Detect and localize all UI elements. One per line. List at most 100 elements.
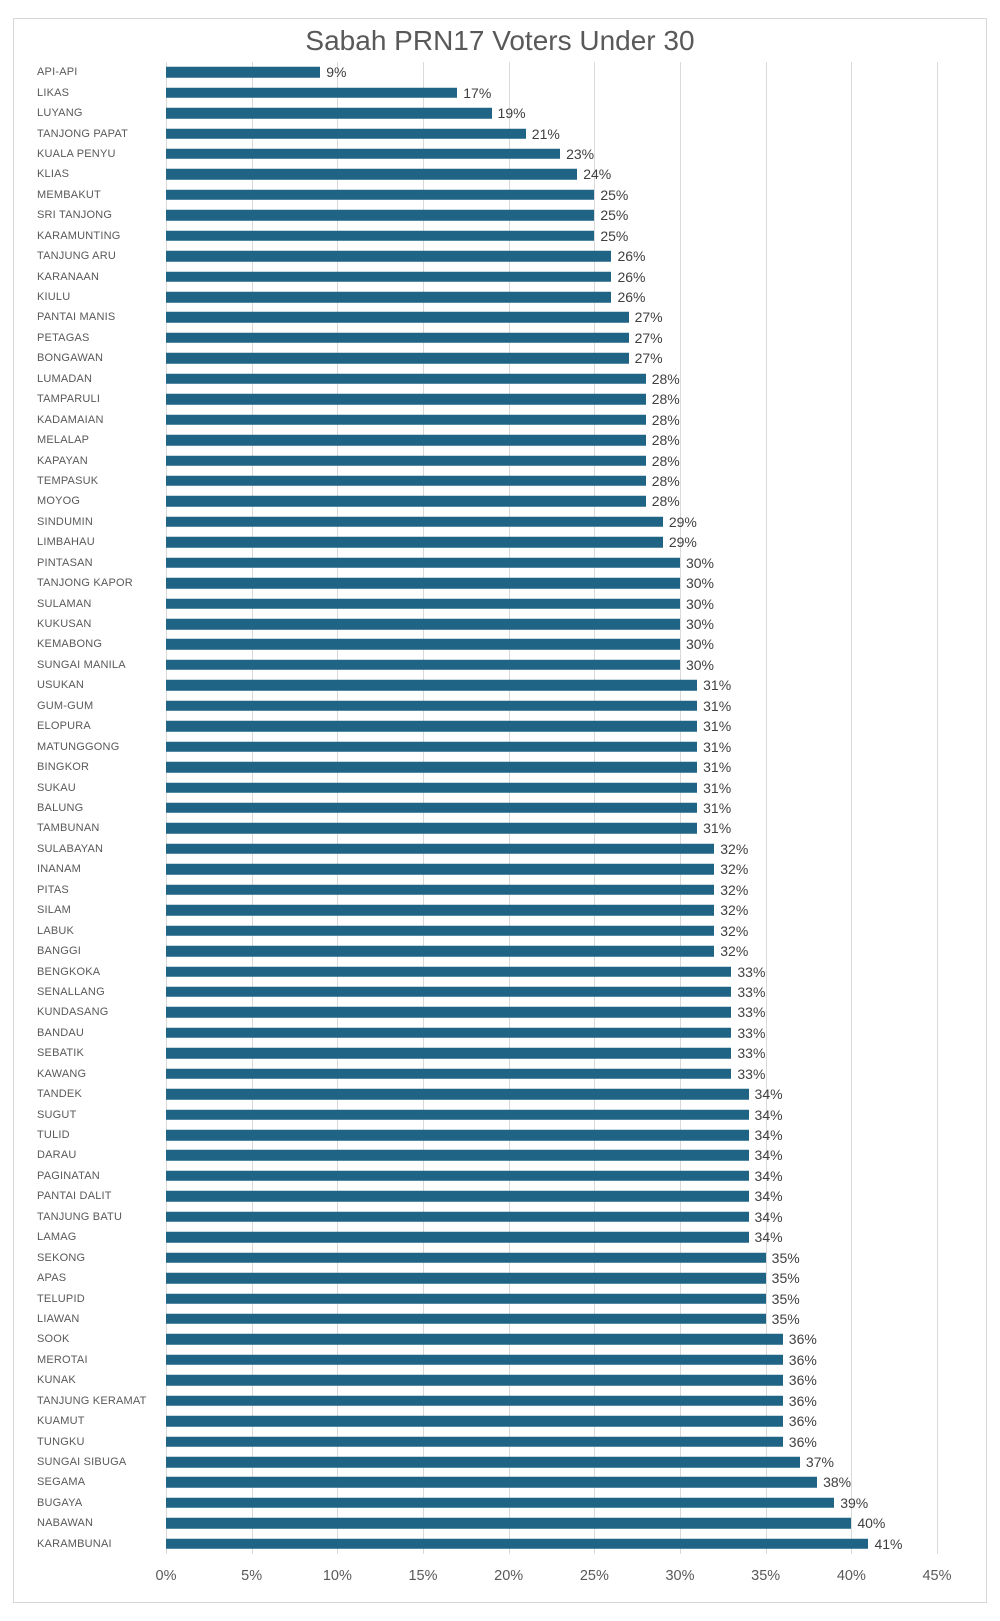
category-label: KUAMUT [37,1415,85,1428]
bar [166,864,715,875]
category-label: MOYOG [37,495,81,508]
bar-row: 32% [166,859,937,879]
bar-row: 30% [166,614,937,634]
category-label: SINDUMIN [37,515,93,528]
bar-value-label: 31% [703,759,732,776]
bar [166,680,698,691]
category-label: LIMBAHAU [37,536,95,549]
bar-value-label: 24% [583,166,612,183]
bar-value-label: 35% [771,1270,800,1287]
bar [166,1068,732,1079]
bar [166,823,698,834]
x-tick-label: 40% [836,1568,866,1584]
bar-row: 28% [166,491,937,511]
category-label: BUGAYA [37,1496,83,1509]
bar [166,210,595,221]
bar [166,1477,818,1488]
bar [166,1415,783,1427]
x-tick-label: 25% [579,1568,609,1584]
bar [166,884,715,895]
bar-row: 34% [166,1166,937,1186]
category-label: BANDAU [37,1026,85,1039]
category-label: SUGUT [37,1108,77,1121]
bar-value-label: 36% [788,1392,817,1409]
bar [166,925,715,936]
bar [166,1293,766,1304]
bar [166,332,629,344]
category-label: TANJUNG ARU [37,250,117,263]
bar-value-label: 32% [720,840,749,857]
bar-row: 31% [166,736,937,756]
bar-row: 31% [166,716,937,736]
bar-row: 30% [166,573,937,593]
bar [166,1048,732,1059]
category-label: APAS [37,1272,67,1285]
bar-value-label: 28% [651,472,680,489]
category-label: TULID [37,1129,70,1141]
bar-value-label: 33% [737,1024,766,1041]
bar-row: 31% [166,798,937,818]
bar-row: 28% [166,450,937,470]
bar-row: 31% [166,818,937,838]
bar-value-label: 38% [823,1474,852,1491]
category-label: KADAMAIAN [37,413,104,426]
bar-value-label: 17% [463,84,492,101]
category-label: LAMAG [37,1231,77,1244]
bar-row: 27% [166,307,937,327]
bar-value-label: 27% [634,329,663,346]
bar [166,598,680,609]
bar [166,1456,800,1468]
category-label: KLIAS [37,168,70,181]
x-tick-label: 20% [494,1568,524,1584]
bar-value-label: 40% [857,1515,886,1532]
bar [166,945,715,957]
category-label: TAMBUNAN [37,822,100,835]
bar-row: 25% [166,205,937,225]
plot-area: 9% 17% 19% 21% 23% 24% 25% 25% 25% 26% 26% 26% 27% 27… [166,62,938,1554]
bar-value-label: 28% [651,370,680,387]
category-label: BONGAWAN [37,352,104,365]
category-label: KUALA PENYU [37,147,116,160]
bar-row: 34% [166,1145,937,1165]
bar-value-label: 27% [634,350,663,367]
bar-row: 34% [166,1186,937,1206]
bar-row: 34% [166,1207,937,1227]
bar-value-label: 31% [703,820,732,837]
chart-frame: Sabah PRN17 Voters Under 30 API-API LIKAS… [13,18,987,1603]
bar-value-label: 32% [720,861,749,878]
bar-row: 31% [166,757,937,777]
category-label: SOOK [37,1333,70,1346]
category-label: KAWANG [37,1067,87,1080]
bar-value-label: 30% [685,575,715,592]
bar-value-label: 34% [754,1167,783,1184]
bar [166,618,680,630]
bar-row: 36% [166,1431,937,1451]
bar [166,496,646,507]
category-label: TELUPID [37,1292,85,1305]
category-label: LIKAS [37,86,70,99]
bar-row: 31% [166,696,937,716]
bar [166,1518,852,1529]
bar [166,1231,749,1243]
bar [166,128,526,139]
bar [166,1395,783,1406]
bar-value-label: 33% [737,1065,766,1082]
bar-value-label: 31% [703,779,732,796]
category-label: KIULU [37,291,71,304]
bar-row: 9% [166,62,937,82]
bar [166,557,680,568]
bar-value-label: 35% [771,1290,800,1307]
category-label: KUNDASANG [37,1006,109,1019]
category-label: LABUK [37,924,75,937]
bar [166,1354,783,1366]
bar-row: 33% [166,982,937,1002]
bar-row: 40% [166,1513,937,1533]
bar [166,843,715,855]
bar-value-label: 36% [788,1331,817,1348]
bar-row: 32% [166,900,937,920]
bar-value-label: 23% [566,145,595,162]
bar-row: 35% [166,1268,937,1288]
bar-value-label: 34% [754,1229,783,1246]
category-label: TUNGKU [37,1435,85,1448]
x-axis: 0% 5% 10% 15% 20% 25% 30% 35% 40% 45% [156,1568,952,1590]
